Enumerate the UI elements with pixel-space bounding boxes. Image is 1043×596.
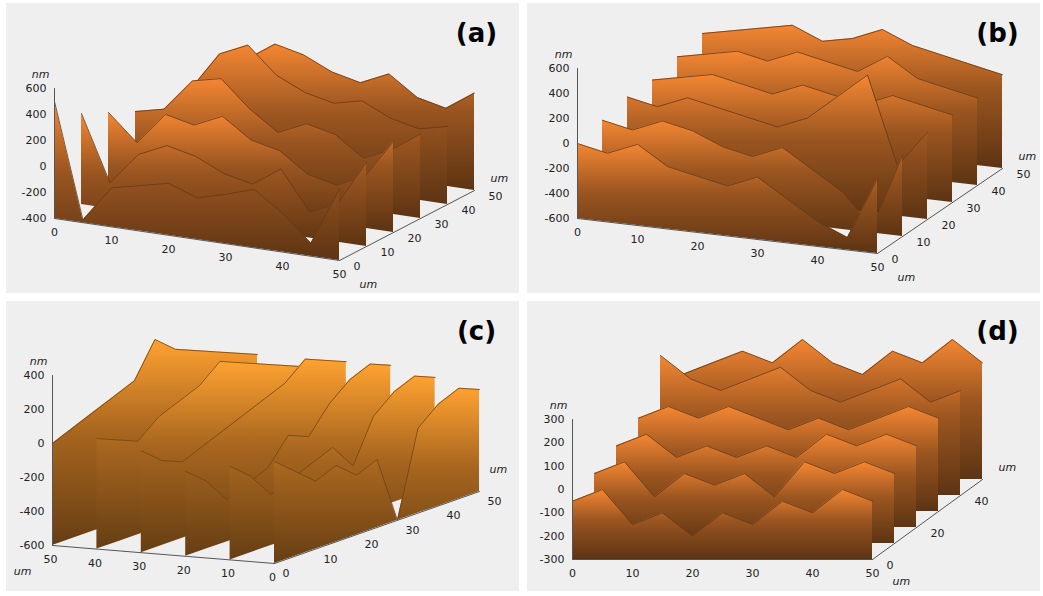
- svg-text:40: 40: [992, 185, 1006, 198]
- svg-text:20: 20: [177, 564, 191, 577]
- svg-text:0: 0: [51, 226, 58, 239]
- svg-text:40: 40: [975, 495, 989, 508]
- svg-text:-400: -400: [20, 505, 45, 518]
- svg-text:0: 0: [569, 567, 576, 580]
- svg-text:20: 20: [162, 243, 176, 256]
- svg-text:10: 10: [381, 246, 395, 259]
- svg-text:30: 30: [406, 524, 420, 537]
- svg-text:200: 200: [26, 134, 47, 147]
- svg-text:20: 20: [686, 567, 700, 580]
- svg-text:100: 100: [544, 460, 565, 473]
- svg-text:(c): (c): [457, 316, 496, 346]
- svg-text:10: 10: [221, 567, 235, 580]
- svg-text:40: 40: [276, 260, 290, 273]
- svg-text:20: 20: [365, 538, 379, 551]
- svg-text:50: 50: [1017, 168, 1031, 181]
- svg-text:40: 40: [88, 557, 102, 570]
- svg-text:200: 200: [24, 403, 45, 416]
- svg-text:um: um: [893, 575, 911, 588]
- svg-text:0: 0: [887, 559, 894, 572]
- svg-text:0: 0: [563, 137, 570, 150]
- svg-text:0: 0: [40, 160, 47, 173]
- svg-text:-200: -200: [20, 471, 45, 484]
- svg-text:-400: -400: [22, 212, 47, 225]
- svg-text:-200: -200: [22, 186, 47, 199]
- svg-text:-600: -600: [20, 539, 45, 552]
- svg-text:400: 400: [24, 369, 45, 382]
- svg-text:nm: nm: [30, 355, 48, 368]
- svg-text:-200: -200: [545, 162, 570, 175]
- svg-text:50: 50: [871, 261, 885, 274]
- svg-text:20: 20: [408, 232, 422, 245]
- svg-text:10: 10: [324, 553, 338, 566]
- svg-text:0: 0: [558, 483, 565, 496]
- svg-text:nm: nm: [32, 68, 50, 81]
- svg-text:0: 0: [269, 571, 276, 584]
- svg-text:um: um: [490, 463, 508, 476]
- svg-text:30: 30: [132, 560, 146, 573]
- svg-text:50: 50: [489, 190, 503, 203]
- svg-text:0: 0: [283, 567, 290, 580]
- svg-text:-200: -200: [540, 530, 565, 543]
- svg-text:nm: nm: [550, 399, 568, 412]
- svg-text:600: 600: [26, 82, 47, 95]
- svg-text:(a): (a): [456, 18, 497, 48]
- svg-text:30: 30: [751, 247, 765, 260]
- svg-text:um: um: [491, 172, 509, 185]
- svg-text:20: 20: [691, 240, 705, 253]
- svg-text:0: 0: [38, 437, 45, 450]
- svg-text:um: um: [999, 461, 1017, 474]
- svg-text:10: 10: [105, 234, 119, 247]
- svg-text:50: 50: [333, 268, 347, 281]
- svg-text:50: 50: [44, 553, 58, 566]
- svg-text:-400: -400: [545, 187, 570, 200]
- svg-text:30: 30: [746, 567, 760, 580]
- svg-text:0: 0: [574, 226, 581, 239]
- svg-text:200: 200: [544, 436, 565, 449]
- svg-text:nm: nm: [555, 48, 573, 61]
- svg-text:200: 200: [549, 112, 570, 125]
- svg-text:10: 10: [917, 236, 931, 249]
- svg-text:(d): (d): [976, 316, 1018, 346]
- svg-text:40: 40: [447, 509, 461, 522]
- svg-text:um: um: [1019, 150, 1037, 163]
- svg-text:30: 30: [219, 251, 233, 264]
- svg-text:400: 400: [26, 108, 47, 121]
- svg-text:um: um: [898, 271, 916, 284]
- svg-text:400: 400: [549, 87, 570, 100]
- svg-text:20: 20: [942, 219, 956, 232]
- svg-text:um: um: [14, 565, 32, 578]
- svg-text:300: 300: [544, 413, 565, 426]
- svg-text:40: 40: [811, 254, 825, 267]
- svg-text:30: 30: [435, 218, 449, 231]
- svg-text:600: 600: [549, 62, 570, 75]
- svg-text:-600: -600: [545, 212, 570, 225]
- svg-text:50: 50: [866, 567, 880, 580]
- svg-text:um: um: [360, 278, 378, 291]
- svg-text:-300: -300: [540, 553, 565, 566]
- svg-text:0: 0: [892, 253, 899, 266]
- svg-text:30: 30: [967, 202, 981, 215]
- svg-text:20: 20: [931, 527, 945, 540]
- svg-text:0: 0: [354, 260, 361, 273]
- svg-text:(b): (b): [976, 18, 1018, 48]
- svg-text:10: 10: [631, 233, 645, 246]
- svg-text:50: 50: [488, 495, 502, 508]
- svg-text:40: 40: [462, 204, 476, 217]
- svg-text:40: 40: [806, 567, 820, 580]
- svg-text:-100: -100: [540, 506, 565, 519]
- svg-text:10: 10: [626, 567, 640, 580]
